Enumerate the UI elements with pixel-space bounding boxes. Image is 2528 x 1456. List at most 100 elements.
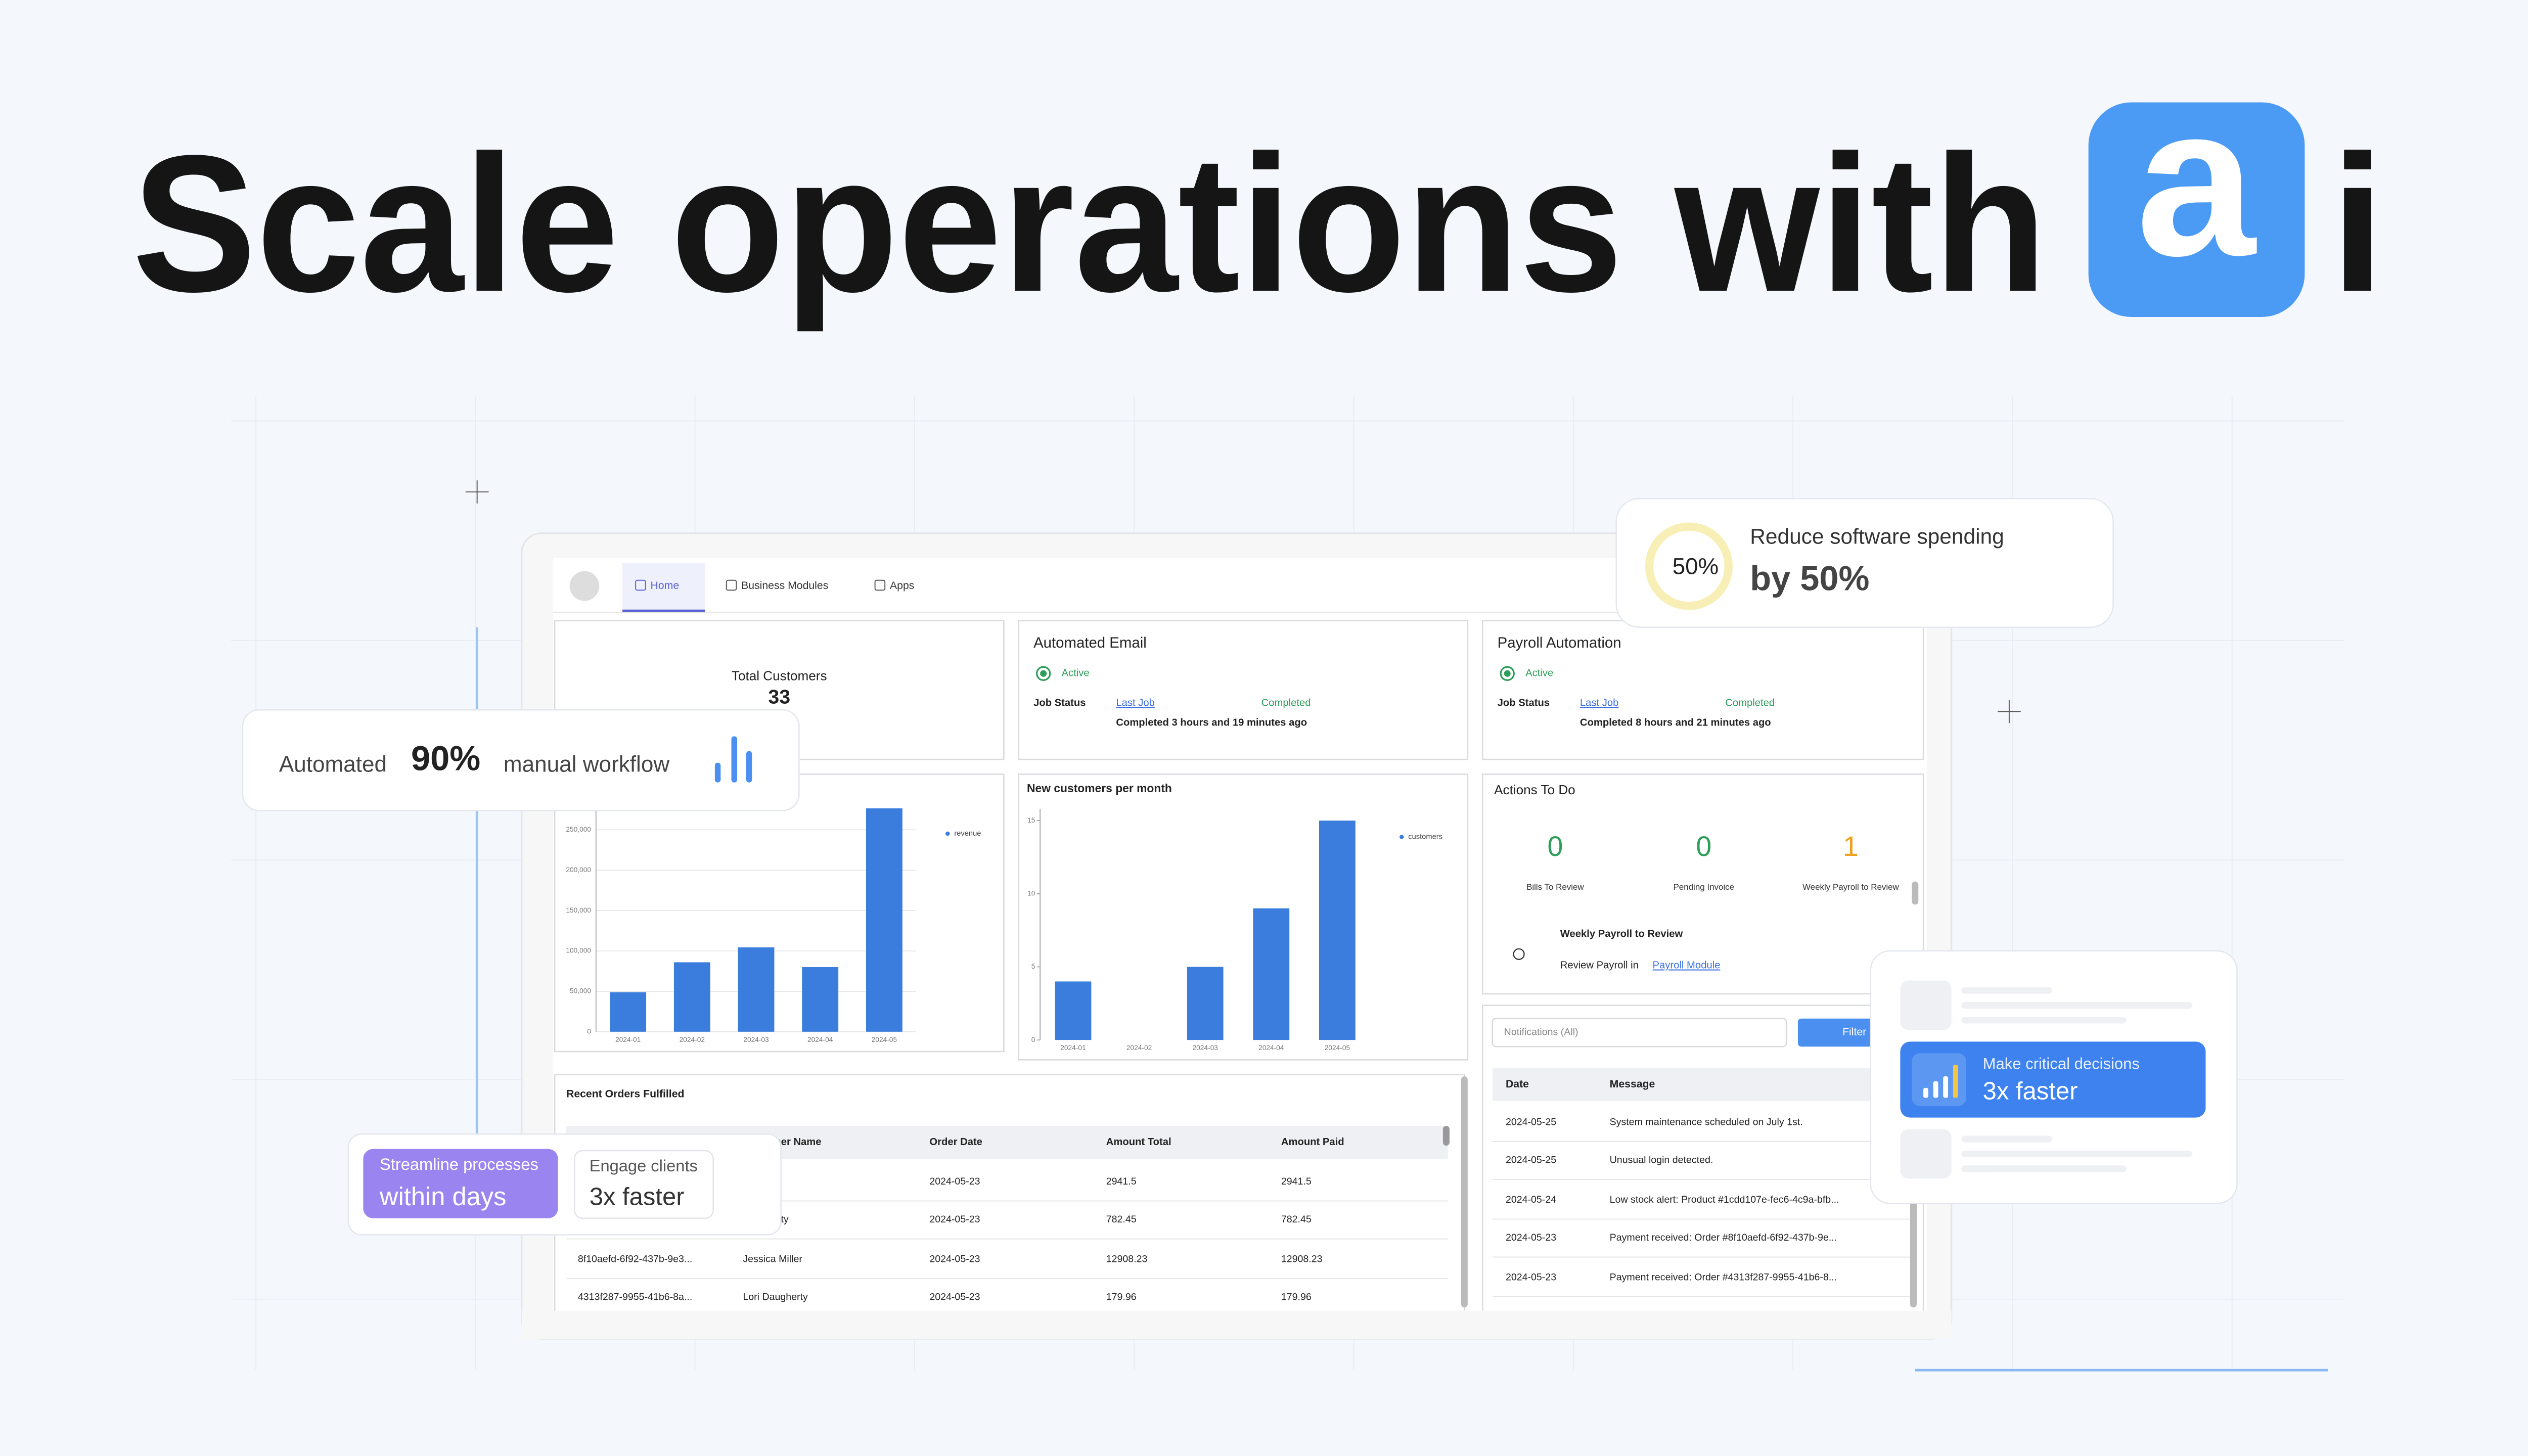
callout-text: Engage clients: [590, 1156, 698, 1175]
callout-text: Automated: [279, 752, 387, 777]
app-logo: [569, 571, 600, 601]
legend-swatch: [1400, 835, 1404, 839]
skeleton: [1900, 980, 1952, 1030]
y-tick-label: 5: [1031, 963, 1035, 970]
nav-tab[interactable]: Apps: [890, 580, 914, 592]
cell: Jessica Miller: [743, 1254, 802, 1265]
cell: Payment received: Order #4313f287-9955-4…: [1610, 1272, 1837, 1283]
link[interactable]: Last Job: [1116, 697, 1155, 708]
nav-tab[interactable]: Business Modules: [741, 580, 828, 592]
callout-value: 3x faster: [1983, 1078, 2078, 1105]
column-header: Date: [1506, 1078, 1529, 1090]
ring-label: 50%: [1673, 553, 1719, 579]
callout-text: manual workflow: [504, 752, 669, 777]
action-count: 1: [1843, 831, 1859, 862]
cell: 12908.23: [1106, 1254, 1148, 1265]
card: [1481, 620, 1924, 760]
cell: Lori Daugherty: [743, 1292, 808, 1303]
icon-bar: [714, 762, 721, 783]
icon-bar: [731, 736, 737, 783]
cell: Low stock alert: Product #1cdd107e-fec6-…: [1610, 1194, 1839, 1205]
bar: [1319, 821, 1356, 1040]
callout-value: by 50%: [1750, 559, 1869, 598]
bar: [1253, 908, 1290, 1040]
legend-label: revenue: [954, 830, 981, 838]
y-tick-label: 0: [587, 1027, 591, 1035]
skeleton: [1900, 1129, 1952, 1179]
cell: 2024-05-24: [1506, 1194, 1556, 1205]
bar: [1055, 981, 1092, 1040]
brand-mark: a: [2136, 61, 2257, 300]
card-title: Recent Orders Fulfilled: [566, 1088, 684, 1100]
cell: 2024-05-23: [1506, 1272, 1556, 1283]
y-tick-label: 100,000: [566, 947, 591, 954]
bar: [866, 808, 902, 1032]
bar: [610, 992, 647, 1032]
skeleton: [1961, 1135, 2052, 1143]
card: [1018, 620, 1469, 760]
brand-logo: [2088, 102, 2305, 317]
action-label: Pending Invoice: [1673, 883, 1735, 893]
task-text: Review Payroll in: [1560, 960, 1639, 971]
pill: [363, 1149, 558, 1218]
status: Active: [1525, 668, 1553, 679]
x-tick-label: 2024-05: [872, 1036, 897, 1043]
table-header: [1492, 1068, 1910, 1101]
cell: 782.45: [1106, 1214, 1137, 1225]
pill: [574, 1150, 714, 1219]
y-tick-label: 15: [1027, 816, 1035, 824]
callout-text: Reduce software spending: [1750, 525, 2004, 549]
tab-icon: [874, 579, 886, 591]
icon-bar: [1933, 1081, 1938, 1098]
cell: Unusual login detected.: [1610, 1155, 1713, 1166]
status-dot: [1504, 670, 1511, 677]
skeleton: [1961, 1002, 2193, 1009]
icon-box: [1912, 1053, 1966, 1106]
cell: 12908.23: [1281, 1254, 1323, 1265]
bar: [1187, 967, 1224, 1040]
y-tick-label: 50,000: [570, 987, 591, 995]
progress-ring: [1645, 522, 1733, 610]
card-title: Payroll Automation: [1498, 634, 1621, 651]
result: Completed: [1725, 697, 1775, 708]
chart-title: New customers per month: [1027, 782, 1172, 795]
y-tick-label: 10: [1027, 889, 1035, 897]
callout-card: [1615, 497, 2114, 628]
action-label-box: Bills To Review: [1526, 883, 1584, 893]
action-label-box: Pending Invoice: [1673, 883, 1735, 893]
cell: 2024-05-23: [929, 1254, 980, 1265]
cell: 179.96: [1106, 1292, 1137, 1303]
x-tick-label: 2024-02: [680, 1036, 705, 1043]
card-title: Automated Email: [1033, 634, 1147, 651]
callout-text: Streamline processes: [380, 1155, 538, 1173]
cell: 2024-05-25: [1506, 1117, 1556, 1128]
legend-swatch: [945, 831, 950, 836]
stat-value: 33: [768, 687, 790, 708]
cell: 2024-05-23: [929, 1214, 980, 1225]
cell: 4313f287-9955-41b6-8a...: [578, 1292, 692, 1303]
action-label-box: Weekly Payroll to Review: [1802, 883, 1899, 893]
skeleton: [1961, 987, 2052, 994]
link[interactable]: Last Job: [1580, 697, 1619, 708]
frame-bottom: [521, 1310, 1952, 1339]
link[interactable]: Payroll Module: [1653, 960, 1721, 971]
active-tab: [622, 563, 705, 611]
icon-bar: [746, 751, 752, 783]
nav-tab[interactable]: Home: [651, 580, 680, 592]
button-label[interactable]: Filter: [1842, 1026, 1866, 1038]
cell: 8f10aefd-6f92-437b-9e3...: [578, 1254, 692, 1265]
cell: 2941.5: [1281, 1176, 1312, 1187]
x-tick-label: 2024-01: [1060, 1044, 1086, 1052]
status: Active: [1062, 668, 1090, 679]
callout-text: Make critical decisions: [1983, 1055, 2140, 1072]
headline: Scale operations with: [132, 114, 2047, 333]
cell: 179.96: [1281, 1292, 1312, 1303]
select-value[interactable]: Notifications (All): [1504, 1027, 1578, 1038]
detail: Completed 3 hours and 19 minutes ago: [1116, 717, 1307, 729]
brand-suffix: i: [2330, 114, 2384, 332]
column-header: Amount Total: [1106, 1136, 1171, 1148]
cell: 782.45: [1281, 1214, 1312, 1225]
action-label: Weekly Payroll to Review: [1802, 883, 1899, 893]
